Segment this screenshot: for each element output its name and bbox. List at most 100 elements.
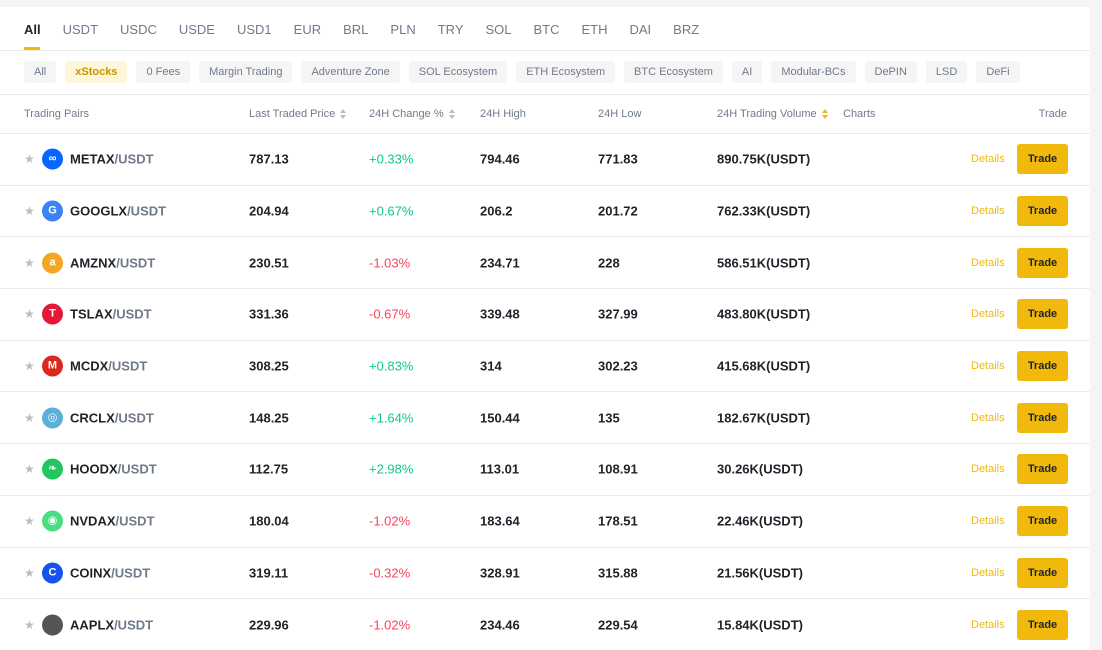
favorite-star-icon[interactable]: ★ xyxy=(24,359,35,374)
table-row[interactable]: ★ ∞ METAX/USDT 787.13 +0.33% 794.46 771.83 890.… xyxy=(0,133,1090,185)
favorite-star-icon[interactable]: ★ xyxy=(24,307,35,322)
chip-sol-ecosystem[interactable]: SOL Ecosystem xyxy=(408,61,508,83)
favorite-star-icon[interactable]: ★ xyxy=(24,410,35,425)
trade-button[interactable]: Trade xyxy=(1017,299,1068,330)
tab-brz[interactable]: BRZ xyxy=(673,22,700,37)
details-link[interactable]: Details xyxy=(971,360,1005,373)
column-header-volume[interactable]: 24H Trading Volume xyxy=(717,108,828,120)
chip-depin[interactable]: DePIN xyxy=(864,61,917,83)
tab-sol[interactable]: SOL xyxy=(485,22,512,37)
pair-base: METAX xyxy=(70,151,115,167)
low-24h: 302.23 xyxy=(598,358,638,374)
tab-usdt[interactable]: USDT xyxy=(62,22,99,37)
tab-all[interactable]: All xyxy=(24,20,41,50)
pair-quote: /USDT xyxy=(115,513,155,529)
details-link[interactable]: Details xyxy=(971,463,1005,476)
high-24h: 206.2 xyxy=(480,203,513,219)
pair-name[interactable]: MCDX/USDT xyxy=(70,359,147,374)
tab-pln[interactable]: PLN xyxy=(390,22,416,37)
pair-name[interactable]: NVDAX/USDT xyxy=(70,514,155,529)
pair-name[interactable]: COINX/USDT xyxy=(70,565,150,580)
chip-defi[interactable]: DeFi xyxy=(976,61,1020,83)
table-row[interactable]: ★ G GOOGLX/USDT 204.94 +0.67% 206.2 201.72 762.… xyxy=(0,184,1090,237)
favorite-star-icon[interactable]: ★ xyxy=(24,514,35,529)
details-link[interactable]: Details xyxy=(971,618,1005,631)
column-header-pair-label: Trading Pairs xyxy=(24,108,90,120)
favorite-star-icon[interactable]: ★ xyxy=(24,152,35,167)
tab-btc[interactable]: BTC xyxy=(533,22,560,37)
tab-brl[interactable]: BRL xyxy=(343,22,369,37)
sort-icon[interactable] xyxy=(448,109,455,120)
tab-usde[interactable]: USDE xyxy=(178,22,215,37)
sort-active-icon[interactable] xyxy=(821,109,828,120)
pair-quote: /USDT xyxy=(114,410,154,426)
volume-24h: 415.68K(USDT) xyxy=(717,358,811,374)
trade-button[interactable]: Trade xyxy=(1017,454,1068,485)
sort-icon[interactable] xyxy=(340,109,347,120)
table-row[interactable]: ★ ❧ HOODX/USDT 112.75 +2.98% 113.01 108.91 30.2… xyxy=(0,443,1090,495)
change-percent: +0.33% xyxy=(369,151,414,167)
trade-button[interactable]: Trade xyxy=(1017,144,1068,175)
details-link[interactable]: Details xyxy=(971,205,1005,218)
tab-usd1[interactable]: USD1 xyxy=(236,22,272,37)
table-row[interactable]: ★ ◎ CRCLX/USDT 148.25 +1.64% 150.44 135 182.67K… xyxy=(0,391,1090,443)
table-row[interactable]: ★ ◉ NVDAX/USDT 180.04 -1.02% 183.64 178.51 22.4… xyxy=(0,494,1090,547)
details-link[interactable]: Details xyxy=(971,411,1005,424)
trade-button[interactable]: Trade xyxy=(1017,196,1068,227)
pair-name[interactable]: METAX/USDT xyxy=(70,152,154,167)
favorite-star-icon[interactable]: ★ xyxy=(24,462,35,477)
pair-name[interactable]: AAPLX/USDT xyxy=(70,617,153,632)
column-header-change[interactable]: 24H Change % xyxy=(369,108,455,120)
column-header-price[interactable]: Last Traded Price xyxy=(249,108,347,120)
details-link[interactable]: Details xyxy=(971,308,1005,321)
table-row[interactable]: ★ AAPLX/USDT 229.96 -1.02% 234.46 229.54 15.84… xyxy=(0,598,1090,650)
pair-quote: /USDT xyxy=(127,203,167,219)
chip-lsd[interactable]: LSD xyxy=(925,61,968,83)
favorite-star-icon[interactable]: ★ xyxy=(24,255,35,270)
pair-name[interactable]: TSLAX/USDT xyxy=(70,307,152,322)
details-link[interactable]: Details xyxy=(971,566,1005,579)
favorite-star-icon[interactable]: ★ xyxy=(24,617,35,632)
chip-margin-trading[interactable]: Margin Trading xyxy=(199,61,293,83)
last-price: 331.36 xyxy=(249,306,289,322)
trade-button[interactable]: Trade xyxy=(1017,609,1068,640)
details-link[interactable]: Details xyxy=(971,515,1005,528)
favorite-star-icon[interactable]: ★ xyxy=(24,565,35,580)
chip-btc-ecosystem[interactable]: BTC Ecosystem xyxy=(624,61,723,83)
details-link[interactable]: Details xyxy=(971,153,1005,166)
top-gutter xyxy=(0,0,1090,7)
chip-all[interactable]: All xyxy=(24,61,57,83)
volume-24h: 21.56K(USDT) xyxy=(717,565,803,581)
trade-button[interactable]: Trade xyxy=(1017,402,1068,433)
last-price: 787.13 xyxy=(249,151,289,167)
pair-name[interactable]: GOOGLX/USDT xyxy=(70,204,166,219)
chip-modular-bcs[interactable]: Modular-BCs xyxy=(771,61,856,83)
trade-button[interactable]: Trade xyxy=(1017,351,1068,382)
trade-button[interactable]: Trade xyxy=(1017,506,1068,537)
chip-ai[interactable]: AI xyxy=(731,61,763,83)
trade-button[interactable]: Trade xyxy=(1017,557,1068,588)
pair-name[interactable]: CRCLX/USDT xyxy=(70,410,154,425)
pair-base: TSLAX xyxy=(70,306,113,322)
tab-try[interactable]: TRY xyxy=(437,22,464,37)
chip-eth-ecosystem[interactable]: ETH Ecosystem xyxy=(516,61,616,83)
high-24h: 794.46 xyxy=(480,151,520,167)
volume-24h: 890.75K(USDT) xyxy=(717,151,811,167)
favorite-star-icon[interactable]: ★ xyxy=(24,204,35,219)
tab-dai[interactable]: DAI xyxy=(629,22,652,37)
pair-name[interactable]: AMZNX/USDT xyxy=(70,255,155,270)
pair-name[interactable]: HOODX/USDT xyxy=(70,462,157,477)
tab-eur[interactable]: EUR xyxy=(293,22,322,37)
chip-xstocks[interactable]: xStocks xyxy=(65,61,128,83)
pair-quote: /USDT xyxy=(116,255,156,271)
table-row[interactable]: ★ C COINX/USDT 319.11 -0.32% 328.91 315.88 21.5… xyxy=(0,546,1090,599)
tab-eth[interactable]: ETH xyxy=(581,22,608,37)
table-row[interactable]: ★ T TSLAX/USDT 331.36 -0.67% 339.48 327.99 483.… xyxy=(0,288,1090,340)
details-link[interactable]: Details xyxy=(971,256,1005,269)
table-row[interactable]: ★ a AMZNX/USDT 230.51 -1.03% 234.71 228 586.51K… xyxy=(0,236,1090,288)
chip-0-fees[interactable]: 0 Fees xyxy=(136,61,191,83)
trade-button[interactable]: Trade xyxy=(1017,247,1068,278)
chip-adventure-zone[interactable]: Adventure Zone xyxy=(301,61,400,83)
table-row[interactable]: ★ M MCDX/USDT 308.25 +0.83% 314 302.23 415.68K(… xyxy=(0,339,1090,392)
tab-usdc[interactable]: USDC xyxy=(120,22,157,37)
